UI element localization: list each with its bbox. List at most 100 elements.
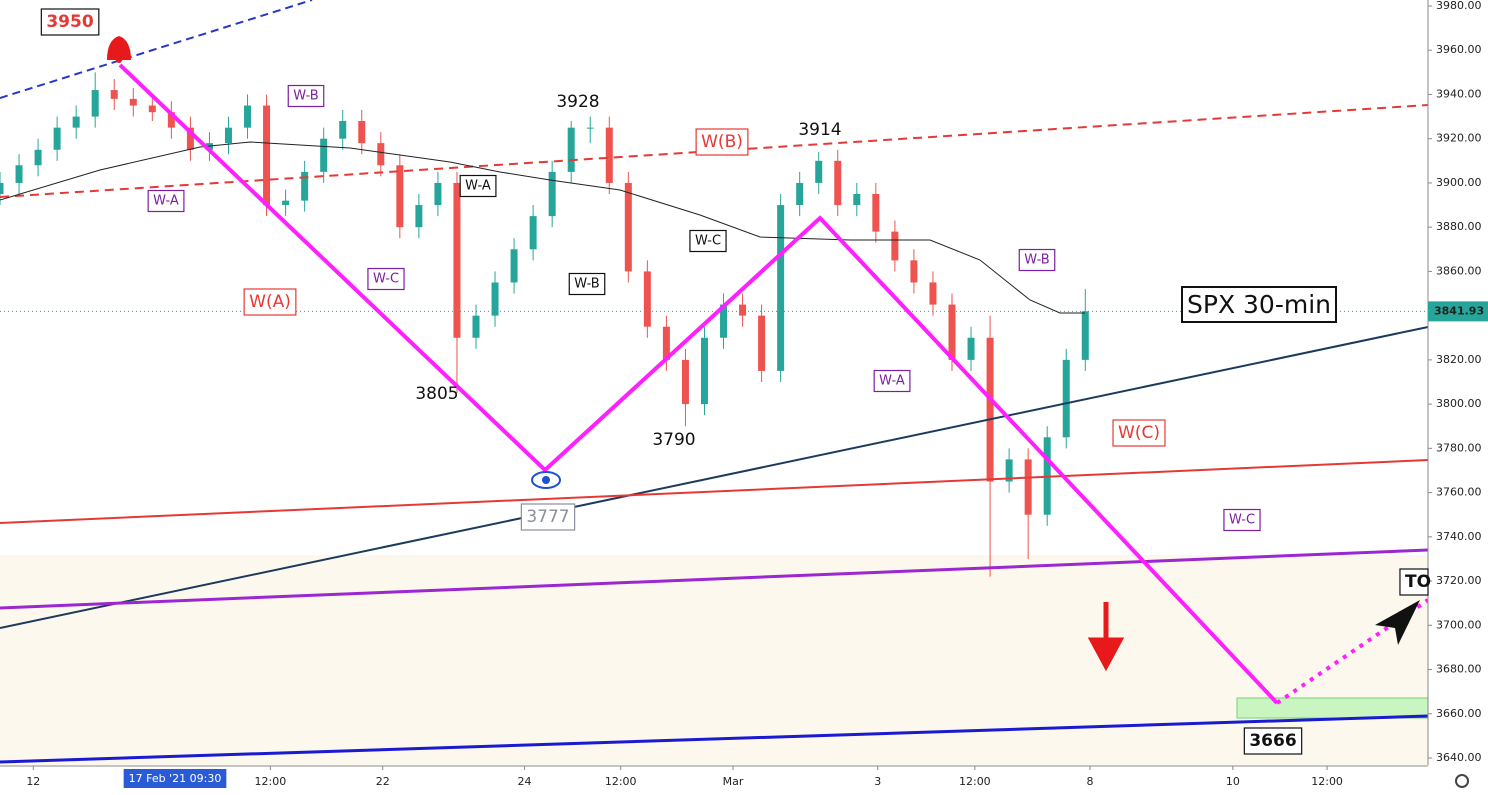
- candle-body: [815, 160, 823, 183]
- annotation-label: 3950: [46, 12, 93, 32]
- x-tick-label: 12:00: [255, 775, 287, 788]
- plot-area: [0, 72, 1428, 577]
- annotation-label: 3914: [798, 120, 841, 140]
- annotation-box: [695, 128, 749, 156]
- candle-body: [948, 304, 956, 360]
- y-tick-label: 3860.00: [1436, 264, 1482, 277]
- annotation-label: W-B: [293, 89, 318, 104]
- annotation-label: W-A: [879, 374, 905, 389]
- candle-body: [853, 194, 861, 206]
- candle-body: [320, 138, 328, 172]
- x-tick-label: 22: [376, 775, 390, 788]
- annotation: W-C: [367, 267, 405, 291]
- candle-body: [434, 182, 442, 206]
- annotation: W-C: [689, 229, 727, 253]
- y-tick-label: 3820.00: [1436, 353, 1482, 366]
- candle-body: [377, 143, 385, 166]
- annotation: 3777: [520, 503, 576, 531]
- settings-icon[interactable]: [1455, 774, 1469, 788]
- y-tick-label: 3640.00: [1436, 751, 1482, 764]
- moving-average: [0, 141, 1085, 314]
- annotation: W-B: [1018, 248, 1056, 272]
- annotation-label: W-C: [695, 234, 721, 249]
- candle-body: [624, 182, 632, 272]
- up-arrow: [1375, 600, 1420, 645]
- annotation-box: [1112, 419, 1166, 447]
- candle-body: [777, 205, 785, 371]
- candle-body: [643, 271, 651, 327]
- annotation: W(A): [243, 288, 297, 316]
- trend-line: [0, 714, 1429, 764]
- annotation: TO: [1399, 568, 1431, 596]
- candle-body: [872, 194, 880, 232]
- annotation-label: 3928: [556, 92, 599, 112]
- bell-icon: [107, 36, 131, 63]
- annotation-label: W-C: [1229, 513, 1255, 528]
- candle-body: [339, 121, 347, 139]
- candle-body: [796, 182, 804, 206]
- annotation-box: [459, 174, 497, 198]
- down-arrow: [1087, 602, 1125, 672]
- candle-body: [34, 149, 42, 166]
- annotation: 3928: [556, 92, 599, 112]
- candle-body: [453, 182, 461, 338]
- candle-body: [110, 90, 118, 99]
- last-price-box: [1428, 301, 1488, 322]
- candle-body: [472, 315, 480, 338]
- candle-body: [967, 337, 975, 360]
- candle-body: [148, 105, 156, 113]
- annotation-label: W-A: [153, 194, 179, 209]
- annotation-label: W(C): [1118, 423, 1160, 443]
- y-tick-label: 3900.00: [1436, 176, 1482, 189]
- annotation-label: 3805: [415, 384, 458, 404]
- trend-line: [0, 548, 1429, 610]
- annotation: SPX 30-min: [1181, 286, 1337, 323]
- annotation-box: [689, 229, 727, 253]
- candle-body: [739, 304, 747, 316]
- x-tick-label: 12: [26, 775, 40, 788]
- x-tick-label: 10: [1226, 775, 1240, 788]
- y-tick-label: 3740.00: [1436, 530, 1482, 543]
- candle-body: [224, 127, 232, 144]
- annotation: W-A: [459, 174, 497, 198]
- annotation-label: TO: [1405, 572, 1431, 592]
- candle-body: [1024, 459, 1032, 515]
- y-tick-label: 3800.00: [1436, 397, 1482, 410]
- y-tick-label: 3760.00: [1436, 486, 1482, 499]
- candle-body: [53, 127, 61, 150]
- annotation-box: [1223, 508, 1261, 532]
- candle-body: [1081, 311, 1089, 360]
- annotation-box: [1243, 727, 1303, 755]
- annotation-box: [1399, 568, 1429, 596]
- annotation-label: 3777: [526, 507, 569, 527]
- candle-body: [1005, 459, 1013, 482]
- price-axis: [1428, 0, 1488, 795]
- candle-body: [720, 304, 728, 338]
- annotation-box: [287, 84, 325, 108]
- x-tick-label: 3: [874, 775, 881, 788]
- annotation: W-A: [873, 369, 911, 393]
- y-tick-label: 3780.00: [1436, 441, 1482, 454]
- annotation: 3805: [415, 384, 458, 404]
- annotation: W(B): [695, 128, 749, 156]
- candle-body: [548, 171, 556, 217]
- candle-body: [167, 112, 175, 128]
- candle-body: [834, 160, 842, 206]
- x-tick-label: 8: [1087, 775, 1094, 788]
- candle-body: [662, 326, 670, 360]
- trend-line: [0, 459, 1429, 524]
- annotation: W(C): [1112, 419, 1166, 447]
- annotation: W-C: [1223, 508, 1261, 532]
- annotation-label: W-A: [465, 179, 491, 194]
- annotation: W-A: [147, 189, 185, 213]
- annotation-box: [520, 503, 576, 531]
- wave-path: [118, 63, 1279, 705]
- drawings: [0, 0, 1430, 764]
- x-tick-label: 12:00: [1311, 775, 1343, 788]
- annotation-label: W(B): [701, 132, 743, 152]
- annotation: 3914: [798, 120, 841, 140]
- annotation-label: W(A): [249, 292, 291, 312]
- candle-body: [396, 165, 404, 228]
- annotation: 3950: [40, 8, 100, 36]
- x-tick-label: 24: [518, 775, 532, 788]
